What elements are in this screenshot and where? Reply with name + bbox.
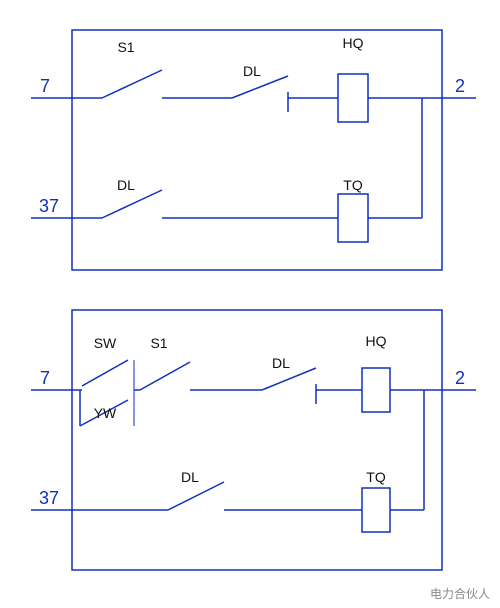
DL-arm	[102, 190, 162, 218]
TQ-coil	[338, 194, 368, 242]
S1-arm	[140, 362, 190, 390]
terminal-2-bot: 2	[455, 368, 465, 388]
DL-label: DL	[117, 177, 135, 193]
S1-label: S1	[150, 335, 167, 351]
terminal-37-top: 37	[39, 196, 59, 216]
sw-label: SW	[94, 335, 117, 351]
terminal-7-bot: 7	[40, 368, 50, 388]
HQ-coil	[338, 74, 368, 122]
watermark: 电力合伙人	[430, 586, 490, 601]
top-circuit: 7 2 S1 DL HQ 37 DL TQ	[31, 30, 476, 270]
DL-arm	[168, 482, 224, 510]
DL-label: DL	[181, 469, 199, 485]
TQ-label: TQ	[366, 469, 386, 485]
S1-label: S1	[117, 39, 134, 55]
yw-label: YW	[94, 405, 117, 421]
HQ-label: HQ	[343, 35, 364, 51]
TQ-coil	[362, 488, 390, 532]
S1-arm	[102, 70, 162, 98]
TQ-label: TQ	[343, 177, 363, 193]
HQ-label: HQ	[366, 333, 387, 349]
DL-label: DL	[272, 355, 290, 371]
terminal-2-top: 2	[455, 76, 465, 96]
bottom-frame	[72, 310, 442, 570]
bottom-circuit: 7 2 SW YW S1 DL HQ 37 DL TQ	[31, 310, 476, 570]
terminal-7-top: 7	[40, 76, 50, 96]
terminal-37-bot: 37	[39, 488, 59, 508]
DL-label: DL	[243, 63, 261, 79]
HQ-coil	[362, 368, 390, 412]
